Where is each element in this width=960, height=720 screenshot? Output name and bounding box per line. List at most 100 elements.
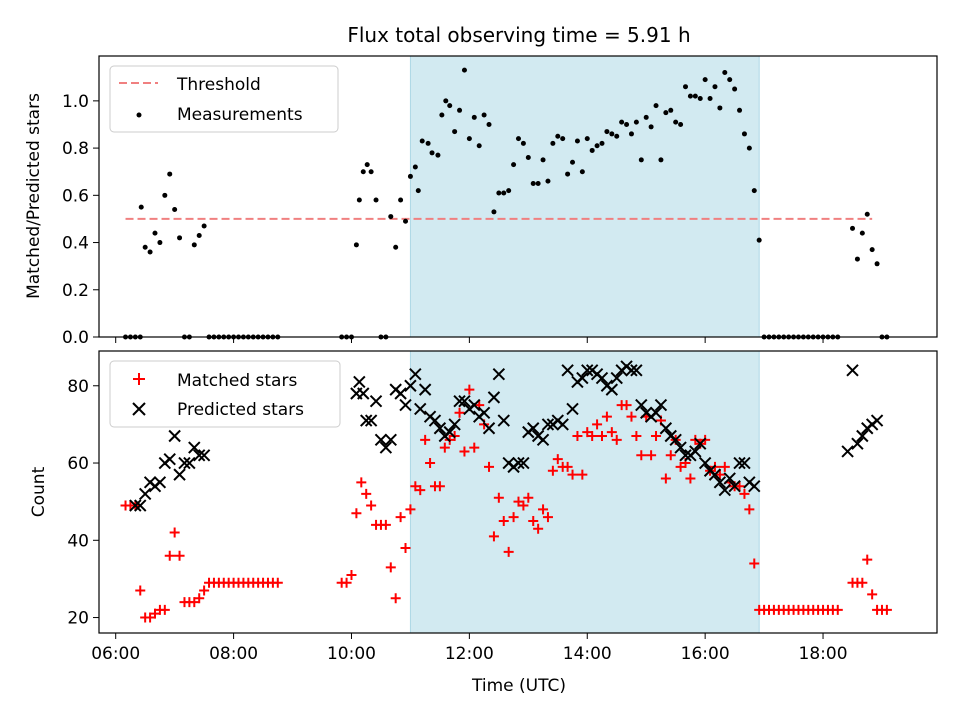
matched-star-point	[528, 515, 539, 526]
matched-star-point	[867, 589, 878, 600]
predicted-star-point	[659, 422, 673, 435]
measurement-point	[356, 197, 362, 203]
measurement-point	[196, 232, 202, 238]
measurement-point	[712, 84, 718, 90]
top-y-tick-label: 1.0	[62, 92, 89, 112]
measurement-point	[452, 129, 458, 135]
matched-star-point	[464, 384, 475, 395]
measurement-point	[461, 67, 467, 73]
matched-star-point	[395, 512, 406, 523]
measurement-point	[550, 140, 556, 146]
predicted-star-point	[428, 414, 442, 427]
predicted-star-point	[625, 364, 638, 377]
top-shaded-region	[409, 55, 760, 338]
matched-star-point	[596, 430, 607, 441]
matched-star-point	[562, 461, 573, 472]
matched-star-point	[503, 546, 514, 557]
measurement-point	[439, 112, 445, 118]
predicted-star-point	[138, 487, 152, 501]
count-series	[120, 360, 892, 623]
predicted-star-point	[448, 418, 461, 431]
predicted-star-point	[733, 456, 746, 470]
measurement-point	[717, 105, 723, 111]
matched-star-point	[719, 461, 730, 472]
measurement-point	[560, 136, 566, 142]
measurement-point	[545, 178, 551, 184]
measurement-point	[594, 143, 600, 149]
predicted-star-point	[512, 456, 525, 470]
measurement-point	[579, 169, 585, 175]
matched-star-point	[425, 458, 436, 469]
predicted-star-point	[443, 425, 456, 439]
measurement-point	[457, 107, 463, 113]
measurement-point	[737, 107, 743, 113]
predicted-star-point	[576, 371, 589, 385]
matched-star-point	[174, 550, 185, 561]
matched-star-point	[533, 523, 544, 534]
matched-star-point	[493, 492, 504, 503]
predicted-star-point	[453, 395, 466, 408]
measurement-point	[555, 133, 561, 139]
measurement-point	[859, 230, 865, 236]
bottom-axes-frame	[98, 350, 938, 634]
measurement-point	[364, 162, 370, 168]
matched-star-point	[567, 469, 578, 480]
measurement-point	[501, 190, 507, 196]
matched-star-point	[601, 411, 612, 422]
measurement-point	[177, 235, 183, 241]
matched-star-point	[439, 442, 450, 453]
x-tick-label: 08:00	[209, 644, 258, 664]
predicted-star-point	[168, 429, 181, 443]
matched-star-point	[832, 604, 843, 615]
measurement-point	[722, 70, 728, 76]
measurement-point	[403, 218, 409, 224]
predicted-star-point	[856, 429, 869, 443]
top-y-tick-label: 0.8	[62, 139, 89, 159]
measurement-point	[653, 103, 659, 109]
measurement-point	[360, 169, 366, 175]
predicted-star-point	[188, 441, 201, 454]
measurement-point	[589, 147, 595, 153]
measurement-point	[874, 261, 880, 267]
predicted-star-point	[404, 379, 417, 392]
predicted-star-point	[379, 441, 393, 454]
matched-star-point	[390, 593, 401, 604]
matched-star-point	[459, 446, 470, 457]
measurement-point	[191, 242, 197, 248]
predicted-star-point	[492, 367, 506, 381]
predicted-star-point	[357, 387, 370, 400]
measurements-series	[123, 67, 890, 340]
predicted-star-point	[566, 402, 579, 416]
bottom-legend: Matched stars Predicted stars	[109, 360, 341, 428]
predicted-star-point	[173, 468, 186, 481]
predicted-star-point	[698, 456, 712, 470]
measurement-point	[678, 121, 684, 127]
top-x-ticks	[115, 337, 824, 343]
measurement-point	[570, 159, 576, 165]
x-tick-label: 14:00	[563, 644, 612, 664]
predicted-star-point	[581, 364, 594, 377]
measurement-point	[756, 237, 762, 243]
predicted-star-point	[689, 445, 702, 458]
matched-star-point	[631, 430, 642, 441]
predicted-star-point	[723, 472, 736, 485]
matched-star-point	[685, 473, 696, 484]
matched-star-point	[484, 461, 495, 472]
predicted-star-point	[561, 364, 574, 377]
measurement-point	[398, 197, 404, 203]
x-tick-label: 18:00	[799, 644, 848, 664]
predicted-star-point	[183, 456, 196, 470]
predicted-star-point	[708, 468, 722, 481]
top-y-tick-label: 0.4	[62, 234, 89, 254]
matched-star-point	[454, 407, 465, 418]
top-axes-frame	[98, 55, 938, 338]
measurement-point	[471, 114, 477, 120]
matched-star-point	[346, 570, 357, 581]
measurement-point	[628, 131, 634, 137]
matched-star-point	[862, 554, 873, 565]
predicted-star-point	[399, 398, 412, 412]
matched-star-point	[577, 469, 588, 480]
matched-star-point	[523, 492, 534, 503]
legend-predicted-swatch	[132, 402, 146, 416]
matched-star-point	[366, 500, 377, 511]
